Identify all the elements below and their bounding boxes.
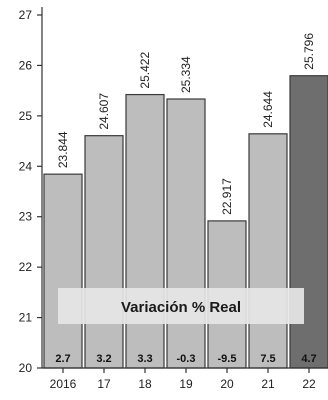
bar-value-label: 25.422 (138, 52, 152, 89)
bar-17 (84, 135, 124, 369)
variation-label: 2.7 (55, 353, 70, 365)
y-tick-label: 26 (19, 58, 33, 72)
bar-21 (248, 133, 288, 369)
y-tick-label: 23 (19, 210, 33, 224)
y-tick-label: 25 (19, 109, 33, 123)
x-tick-label: 20 (220, 377, 234, 391)
bar-value-label: 24.644 (261, 91, 275, 128)
bar-19 (166, 98, 206, 369)
x-tick-label: 22 (302, 377, 316, 391)
y-tick-label: 24 (19, 159, 33, 173)
bar-value-label: 25.334 (179, 56, 193, 93)
variation-banner-title: Variación % Real (121, 299, 241, 316)
x-tick-label: 21 (261, 377, 275, 391)
y-tick-label: 22 (19, 260, 33, 274)
x-tick-label: 18 (138, 377, 152, 391)
variation-label: 3.2 (96, 353, 111, 365)
bar-2016 (43, 173, 83, 369)
bar-value-label: 23.844 (56, 131, 70, 168)
bar-value-label: 24.607 (97, 93, 111, 130)
y-axis: 20 21 22 23 24 25 26 27 (19, 7, 43, 375)
x-tick-label: 2016 (50, 377, 77, 391)
bar-22 (289, 75, 328, 369)
x-axis: 2016 17 18 19 20 21 22 (42, 367, 328, 391)
variation-banner-background (58, 288, 304, 324)
variation-label: 7.5 (260, 353, 275, 365)
x-tick-label: 19 (179, 377, 193, 391)
bar-value-label: 22.917 (220, 178, 234, 215)
variation-label: 4.7 (301, 353, 316, 365)
bar-18 (125, 93, 165, 369)
bar-value-label: 25.796 (302, 33, 316, 70)
y-tick-label: 21 (19, 311, 33, 325)
x-tick-label: 17 (97, 377, 111, 391)
variation-label: -9.5 (218, 353, 237, 365)
variation-label: 3.3 (137, 353, 152, 365)
y-tick-label: 27 (19, 8, 33, 22)
variation-banner: Variación % Real (58, 288, 304, 324)
variation-label: -0.3 (177, 353, 196, 365)
y-tick-label: 20 (19, 361, 33, 375)
variation-labels-group: 2.7 3.2 3.3 -0.3 -9.5 7.5 4.7 (55, 353, 316, 365)
